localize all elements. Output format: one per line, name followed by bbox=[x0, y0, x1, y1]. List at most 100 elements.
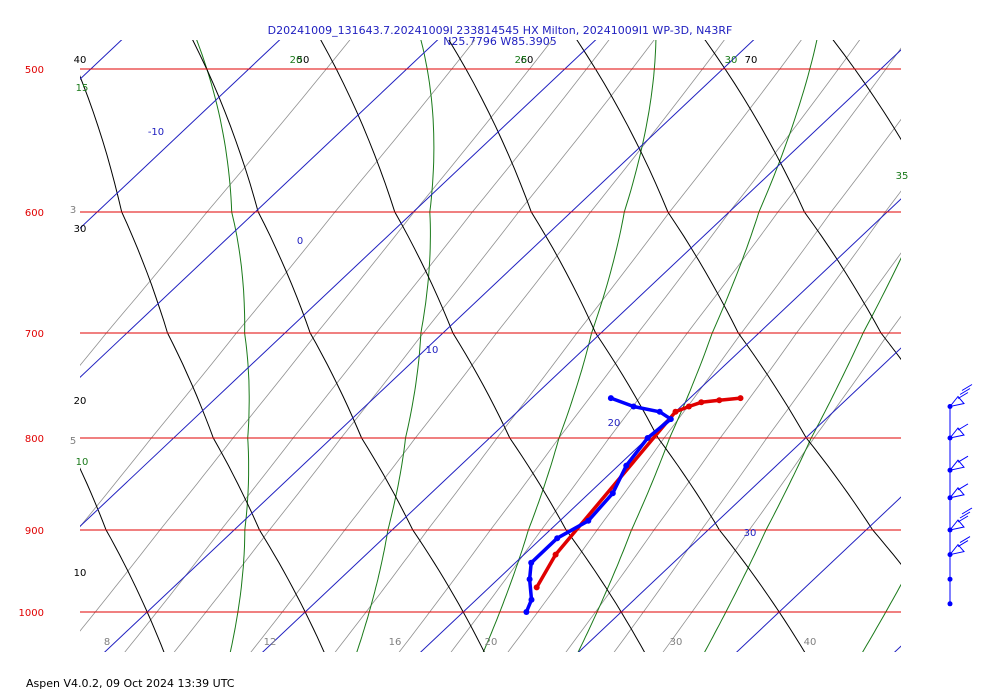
pressure-label: 600 bbox=[25, 208, 44, 219]
wind-barb bbox=[959, 511, 971, 519]
mixing-ratio-line bbox=[250, 40, 725, 652]
temperature-point bbox=[552, 551, 559, 558]
bottom-temperature-label: 8 bbox=[104, 637, 110, 648]
isotherm-label: 20 bbox=[608, 418, 621, 429]
pressure-label: 800 bbox=[25, 434, 44, 445]
axis-labels: 500 600 700 800 900 1000 -10 0 10 20 30 8 12 16 20 30 40… bbox=[19, 55, 909, 648]
isotherm-line bbox=[104, 40, 755, 652]
dewpoint-point bbox=[623, 462, 630, 469]
dewpoint-point bbox=[607, 395, 614, 402]
moist-adiabat-line bbox=[196, 40, 250, 652]
wind-barb bbox=[959, 536, 971, 544]
pressure-label: 700 bbox=[25, 329, 44, 340]
mixing-ratio-line bbox=[613, 252, 901, 652]
wind-barb bbox=[959, 388, 971, 395]
chart-subtitle: N25.7796 W85.3905 bbox=[443, 35, 557, 48]
dewpoint-point bbox=[528, 559, 535, 566]
mixing-ratio-label: 3 bbox=[70, 205, 76, 216]
wind-pennant bbox=[948, 487, 965, 499]
moist-adiabat-line bbox=[482, 40, 657, 652]
dry-adiabat-line bbox=[704, 40, 901, 361]
wind-pennant bbox=[948, 519, 965, 531]
dry-adiabat-label: 10 bbox=[74, 568, 87, 579]
isotherm-line bbox=[262, 49, 901, 652]
moist-adiabat-line bbox=[577, 40, 818, 652]
isotherm-line bbox=[80, 40, 597, 528]
moist-adiabat-line bbox=[704, 257, 901, 652]
moist-adiabat-label: 35 bbox=[896, 171, 909, 182]
temperature-point bbox=[533, 584, 540, 591]
dry-adiabats bbox=[0, 0, 1000, 653]
bottom-temperature-label: 20 bbox=[485, 637, 498, 648]
mixing-ratio-line bbox=[662, 315, 901, 652]
dry-adiabat-line bbox=[911, 0, 1000, 653]
dewpoint-point bbox=[554, 535, 561, 542]
isotherm-label: 30 bbox=[744, 528, 757, 539]
mixing-ratio-line bbox=[124, 40, 610, 652]
wind-pennant bbox=[948, 395, 965, 408]
isotherm-label: 10 bbox=[426, 345, 439, 356]
dewpoint-point bbox=[630, 403, 637, 410]
dewpoint-point bbox=[667, 416, 674, 423]
moist-adiabat-line bbox=[862, 583, 901, 652]
pressure-label: 500 bbox=[25, 65, 44, 76]
moist-adiabat-line bbox=[356, 40, 435, 652]
wind-point bbox=[947, 601, 953, 607]
dry-adiabat-line bbox=[320, 40, 646, 652]
dewpoint-point bbox=[526, 576, 533, 583]
dry-adiabat-line bbox=[192, 40, 485, 652]
mixing-ratio-label: 5 bbox=[70, 436, 76, 447]
bottom-temperature-label: 16 bbox=[389, 637, 402, 648]
mixing-ratio-line bbox=[80, 40, 476, 528]
dewpoint-point bbox=[644, 435, 651, 441]
wind-pennant bbox=[948, 543, 965, 556]
wind-barb bbox=[957, 483, 969, 491]
dry-adiabat-line bbox=[80, 75, 325, 652]
isotherm-line bbox=[736, 496, 901, 652]
wind-barb bbox=[957, 423, 969, 431]
temperature-point bbox=[685, 403, 692, 410]
dry-adiabat-label: 50 bbox=[297, 55, 310, 66]
moist-adiabat-label: 30 bbox=[725, 55, 738, 66]
bottom-temperature-label: 30 bbox=[670, 637, 683, 648]
dewpoint-point bbox=[585, 517, 592, 524]
pressure-label: 900 bbox=[25, 526, 44, 537]
pressure-label: 1000 bbox=[19, 608, 44, 619]
isotherm-line bbox=[578, 347, 901, 652]
isotherm-line bbox=[80, 40, 281, 229]
moist-adiabat-label: 25 bbox=[515, 55, 528, 66]
dewpoint-point bbox=[609, 490, 616, 497]
moist-adiabat-label: 10 bbox=[76, 457, 89, 468]
dry-adiabat-line bbox=[80, 467, 165, 652]
isotherm-label: -10 bbox=[148, 127, 164, 138]
wind-point bbox=[947, 576, 953, 582]
dry-adiabat-line bbox=[0, 0, 4, 653]
moist-adiabat-label: 20 bbox=[290, 55, 303, 66]
isotherm-label: 0 bbox=[297, 236, 303, 247]
moist-adiabats bbox=[196, 40, 901, 652]
wind-barb bbox=[957, 392, 969, 399]
bottom-temperature-label: 40 bbox=[804, 637, 817, 648]
wind-pennant bbox=[948, 427, 965, 439]
dry-adiabat-line bbox=[448, 40, 806, 652]
dry-adiabat-label: 30 bbox=[74, 224, 87, 235]
sounding-profile bbox=[523, 395, 744, 615]
wind-barbs bbox=[947, 384, 973, 607]
mixing-ratio-line bbox=[334, 40, 802, 652]
mixing-ratio-line bbox=[398, 40, 861, 652]
temperature-point bbox=[672, 408, 679, 415]
isotherm-line bbox=[0, 0, 6, 700]
wind-barb bbox=[957, 455, 969, 463]
moist-adiabat-label: 15 bbox=[76, 83, 89, 94]
dewpoint-point bbox=[528, 596, 535, 603]
mixing-ratio-line bbox=[80, 40, 351, 366]
isotherm-line bbox=[420, 198, 901, 652]
mixing-ratio-line bbox=[173, 40, 655, 652]
isotherm-line bbox=[894, 645, 901, 652]
bottom-temperature-label: 12 bbox=[264, 637, 277, 648]
wind-barb bbox=[961, 384, 973, 391]
dewpoint-point bbox=[523, 609, 530, 615]
dry-adiabat-label: 20 bbox=[74, 396, 87, 407]
